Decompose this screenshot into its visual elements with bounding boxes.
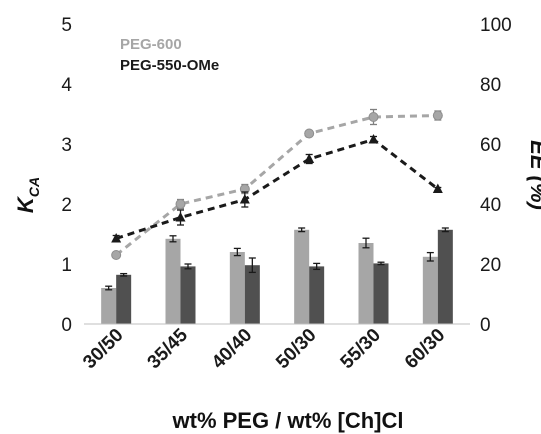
bar <box>422 256 438 324</box>
bar <box>116 274 132 324</box>
bar-series-0 <box>101 227 438 324</box>
bar-error <box>184 263 192 270</box>
x-tick-label: 55/30 <box>337 325 385 373</box>
bar-error <box>233 247 241 257</box>
bar <box>244 265 260 324</box>
x-tick-label: 60/30 <box>401 325 449 373</box>
bar-error <box>298 227 306 233</box>
bar <box>358 243 374 324</box>
bar-error <box>441 227 449 233</box>
bar-error <box>313 262 321 271</box>
data-point <box>175 199 186 209</box>
bar <box>373 263 389 324</box>
data-point <box>432 183 443 193</box>
legend-label-peg-550-ome: PEG-550-OMe <box>120 57 219 74</box>
right-tick-label: 20 <box>480 255 501 276</box>
bar <box>180 266 196 324</box>
bar <box>437 229 453 324</box>
bar <box>309 266 325 324</box>
left-tick-label: 0 <box>61 315 72 336</box>
data-point <box>175 212 186 222</box>
left-tick-label: 1 <box>61 255 72 276</box>
bar <box>229 252 245 324</box>
data-point <box>304 128 315 139</box>
x-axis-ticks: 30/50 35/45 40/40 50/30 55/30 60/30 <box>79 324 449 373</box>
plot-marks <box>101 108 453 324</box>
right-y-axis-title: EE (%) <box>526 140 541 210</box>
line-series-0 <box>111 108 443 260</box>
x-axis-title: wt% PEG / wt% [Ch]Cl <box>172 408 404 433</box>
data-point <box>111 250 122 260</box>
data-point <box>239 194 250 204</box>
bar-error <box>105 285 113 291</box>
right-y-axis-ticks: 0 20 40 60 80 100 <box>480 15 512 336</box>
bar-error <box>377 261 385 266</box>
right-tick-label: 80 <box>480 75 501 96</box>
x-tick-label: 30/50 <box>79 325 127 373</box>
data-point <box>432 110 443 121</box>
bar <box>101 288 117 324</box>
left-tick-label: 2 <box>61 195 72 216</box>
legend-label-peg-600: PEG-600 <box>120 36 182 53</box>
left-tick-label: 5 <box>61 15 72 36</box>
right-tick-label: 100 <box>480 15 512 36</box>
data-point <box>368 134 379 144</box>
data-point <box>368 112 379 122</box>
x-tick-label: 35/45 <box>144 324 193 373</box>
left-y-axis-title: KCA <box>13 177 42 213</box>
series-line <box>115 137 439 240</box>
bar <box>294 229 310 324</box>
bar-error <box>426 251 434 262</box>
x-tick-label: 50/30 <box>272 325 320 373</box>
data-point <box>304 153 315 163</box>
bar-error <box>362 237 370 249</box>
data-point <box>111 233 122 243</box>
series-line <box>115 114 438 257</box>
bar <box>165 238 181 324</box>
left-tick-label: 3 <box>61 135 72 156</box>
bar-error <box>169 235 177 243</box>
bar-series-1 <box>116 227 453 324</box>
bar-error <box>120 272 128 277</box>
left-y-axis-ticks: 0 1 2 3 4 5 <box>61 15 72 336</box>
line-series-1 <box>111 134 443 243</box>
x-tick-label: 40/40 <box>208 325 256 373</box>
right-tick-label: 60 <box>480 135 501 156</box>
left-tick-label: 4 <box>61 75 72 96</box>
right-tick-label: 40 <box>480 195 501 216</box>
bar-error <box>248 257 256 274</box>
legend: PEG-600 PEG-550-OMe <box>120 36 219 74</box>
right-tick-label: 0 <box>480 315 491 336</box>
